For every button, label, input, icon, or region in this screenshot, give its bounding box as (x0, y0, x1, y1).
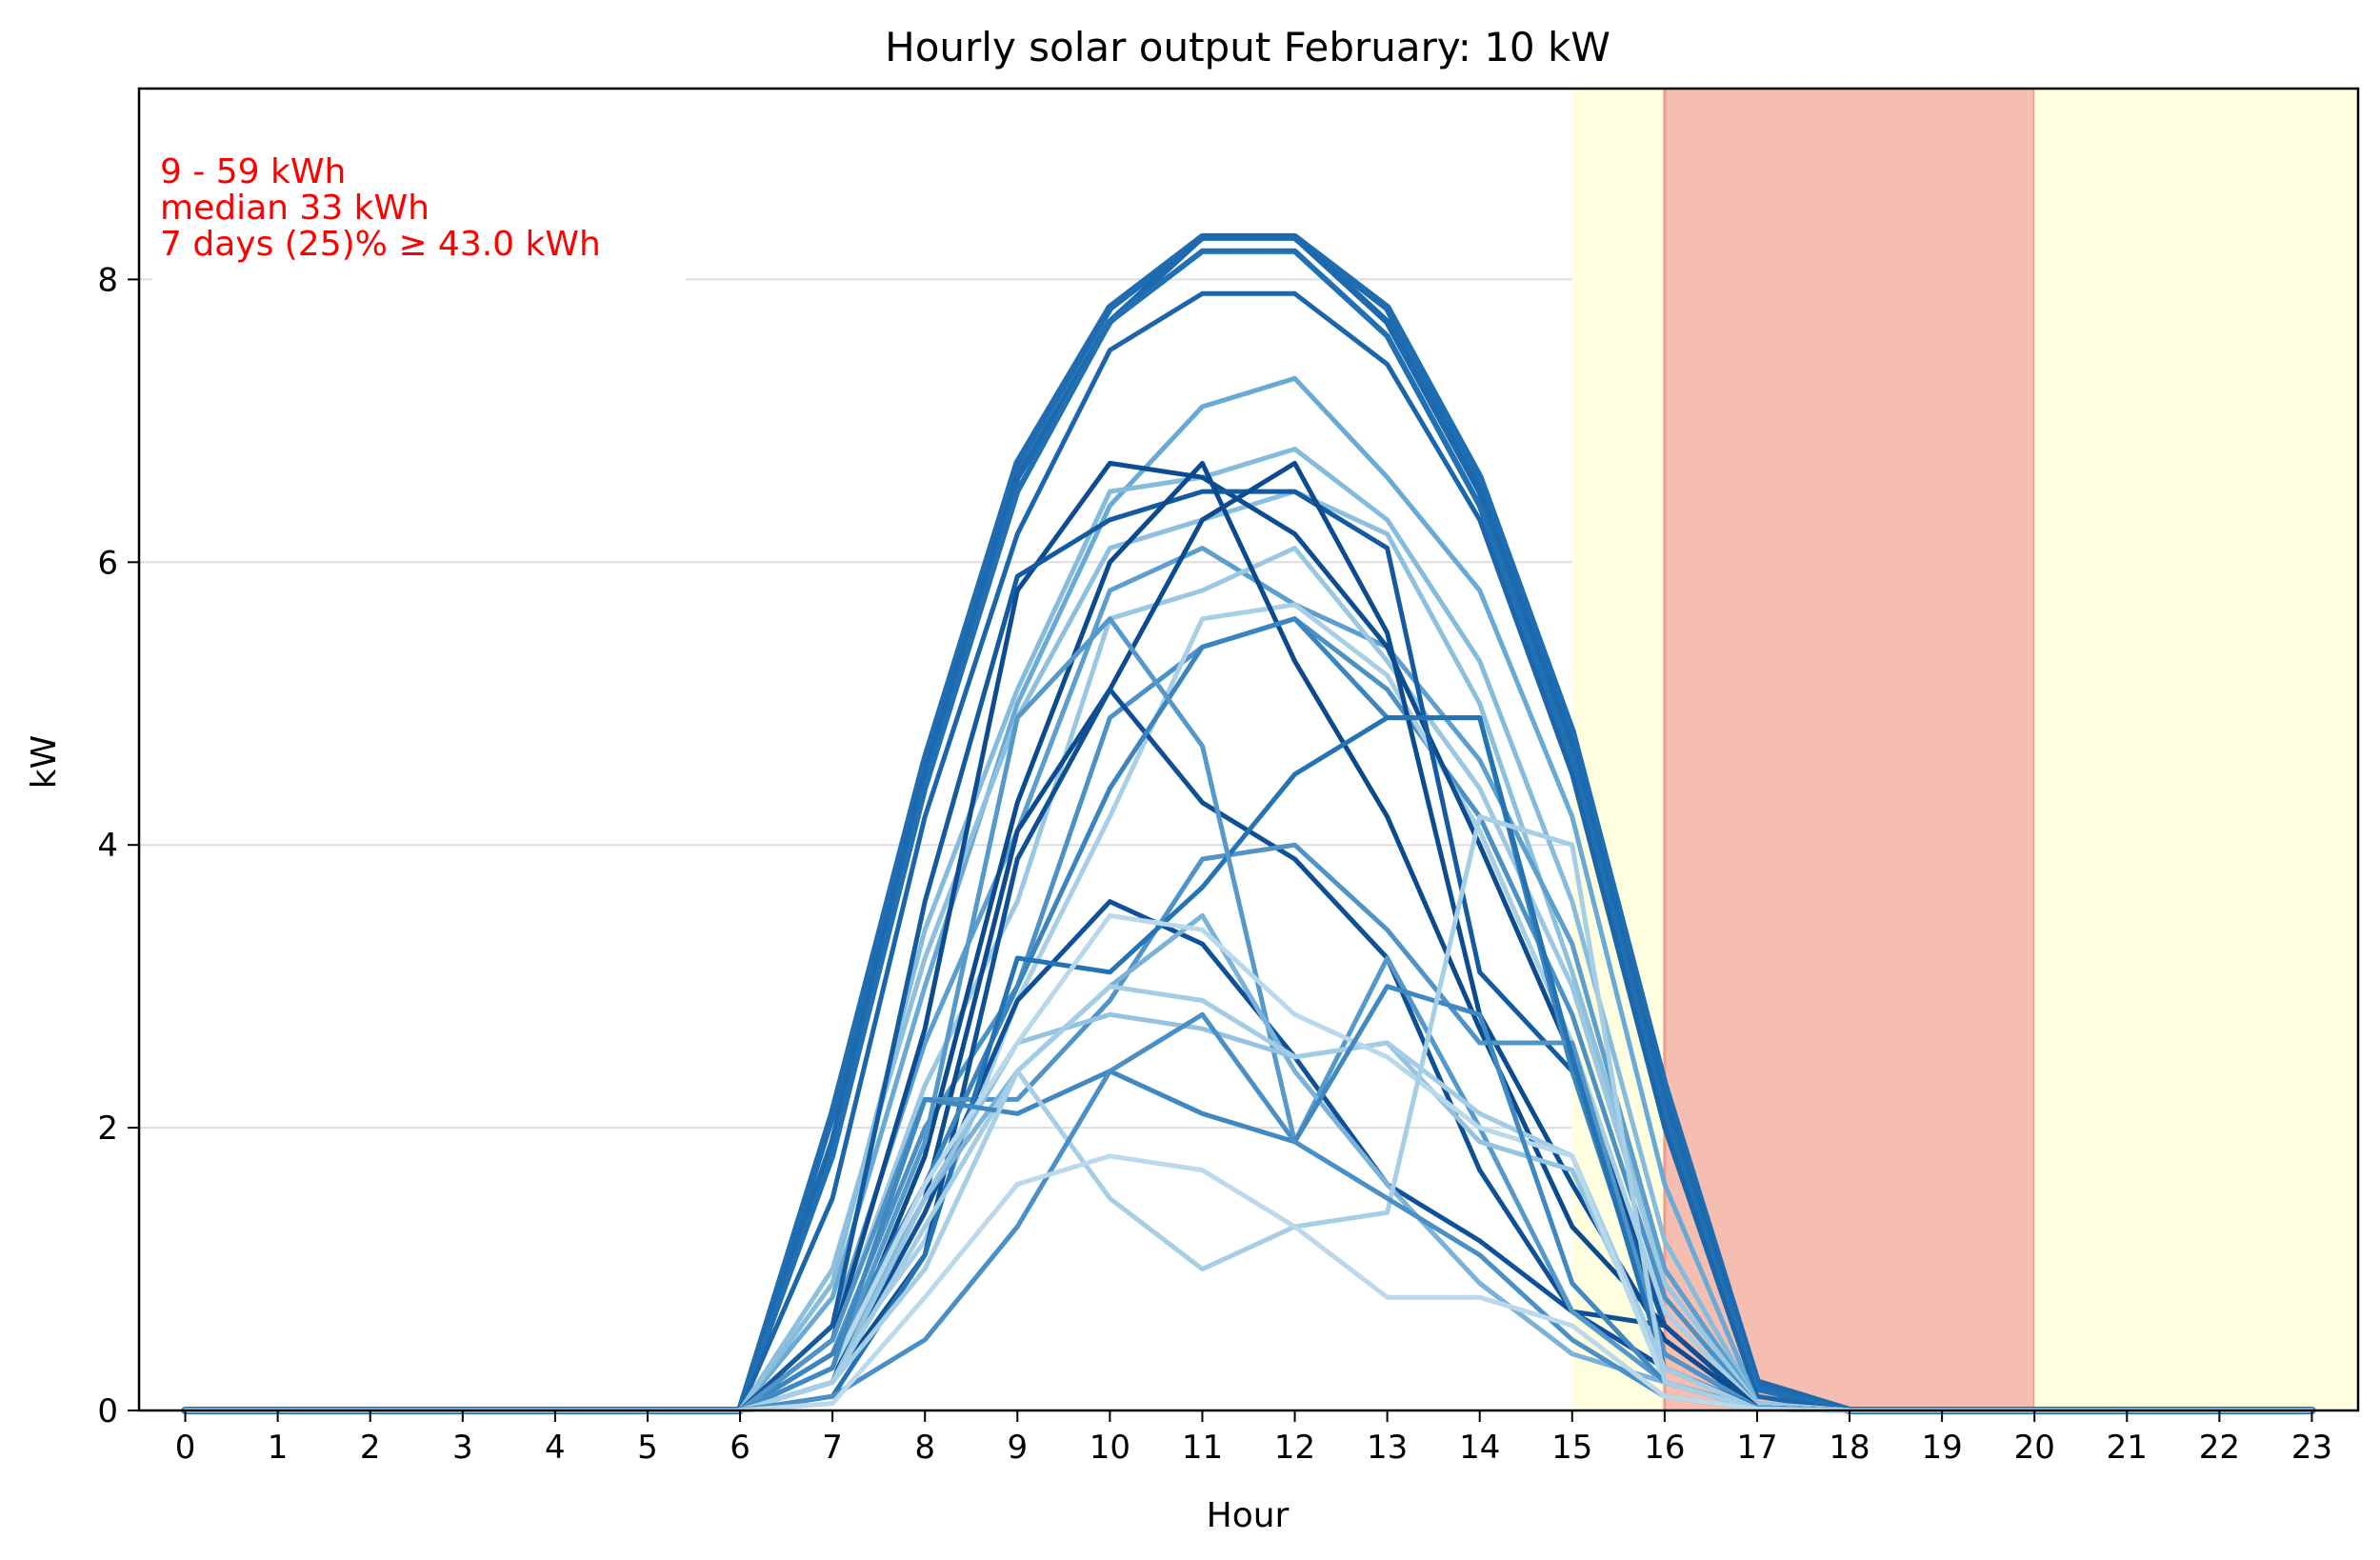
y-axis-ticks: 0 2 4 6 8 (97, 261, 139, 1430)
shaded-region-1 (1664, 89, 2035, 1410)
x-tick-label: 3 (452, 1429, 473, 1467)
x-tick-label: 13 (1367, 1429, 1408, 1467)
x-tick-label: 18 (1829, 1429, 1870, 1467)
x-tick-label: 4 (545, 1429, 566, 1467)
x-tick-label: 15 (1551, 1429, 1592, 1467)
y-axis-label: kW (25, 735, 64, 789)
x-tick-label: 20 (2014, 1429, 2055, 1467)
x-tick-label: 11 (1182, 1429, 1223, 1467)
annotation-line: 9 - 59 kWh (160, 152, 346, 191)
x-axis-label: Hour (1207, 1496, 1290, 1535)
x-tick-label: 9 (1007, 1429, 1028, 1467)
x-tick-label: 8 (914, 1429, 935, 1467)
x-tick-label: 7 (822, 1429, 843, 1467)
chart-title: Hourly solar output February: 10 kW (885, 24, 1610, 70)
x-tick-label: 5 (637, 1429, 658, 1467)
x-tick-label: 16 (1644, 1429, 1685, 1467)
x-tick-label: 12 (1274, 1429, 1315, 1467)
x-tick-label: 17 (1736, 1429, 1777, 1467)
annotation-line: median 33 kWh (160, 189, 430, 228)
x-tick-label: 23 (2291, 1429, 2332, 1467)
x-tick-label: 2 (360, 1429, 381, 1467)
y-tick-label: 2 (97, 1110, 118, 1148)
annotation-line: 7 days (25)% ≥ 43.0 kWh (160, 225, 601, 264)
shaded-region-2 (2034, 89, 2358, 1410)
x-tick-label: 14 (1459, 1429, 1500, 1467)
y-tick-label: 8 (97, 261, 118, 299)
x-tick-label: 1 (268, 1429, 289, 1467)
x-tick-label: 19 (1921, 1429, 1962, 1467)
x-tick-label: 21 (2107, 1429, 2148, 1467)
plot-frame (137, 87, 2360, 1412)
x-tick-label: 22 (2199, 1429, 2240, 1467)
x-tick-label: 0 (175, 1429, 196, 1467)
annotation-background (152, 143, 686, 286)
x-tick-label: 6 (730, 1429, 750, 1467)
shaded-regions (1571, 89, 2358, 1410)
y-tick-label: 0 (97, 1392, 118, 1430)
y-tick-label: 6 (97, 544, 118, 582)
x-axis-ticks: 0 1 2 3 4 5 6 7 8 9 10 11 12 13 14 15 16 17 18 19 20 21 22 23 (175, 1410, 2332, 1467)
y-tick-label: 4 (97, 827, 118, 865)
x-tick-label: 10 (1090, 1429, 1130, 1467)
